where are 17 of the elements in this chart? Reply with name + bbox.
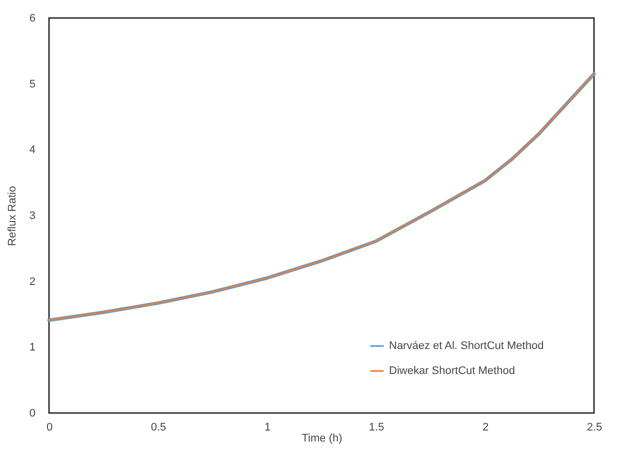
y-tick-label: 6 xyxy=(29,12,36,24)
x-tick-label: 0.5 xyxy=(150,422,166,434)
legend-label: Narváez et Al. ShortCut Method xyxy=(389,340,544,352)
legend-label: Diwekar ShortCut Method xyxy=(389,365,515,377)
y-tick-label: 2 xyxy=(29,276,36,288)
x-tick-label: 2.5 xyxy=(586,422,602,434)
y-tick-label: 0 xyxy=(29,408,36,420)
x-tick-label: 2 xyxy=(482,422,489,434)
y-tick-label: 3 xyxy=(29,210,36,222)
y-tick-label: 1 xyxy=(29,342,36,354)
x-tick-label: 1 xyxy=(264,422,271,434)
y-axis-title: Reflux Ratio xyxy=(6,186,18,246)
x-tick-label: 1.5 xyxy=(368,422,384,434)
y-tick-label: 5 xyxy=(29,78,36,90)
x-axis-title: Time (h) xyxy=(302,432,342,444)
x-tick-label: 0 xyxy=(46,422,53,434)
y-tick-label: 4 xyxy=(29,144,36,156)
